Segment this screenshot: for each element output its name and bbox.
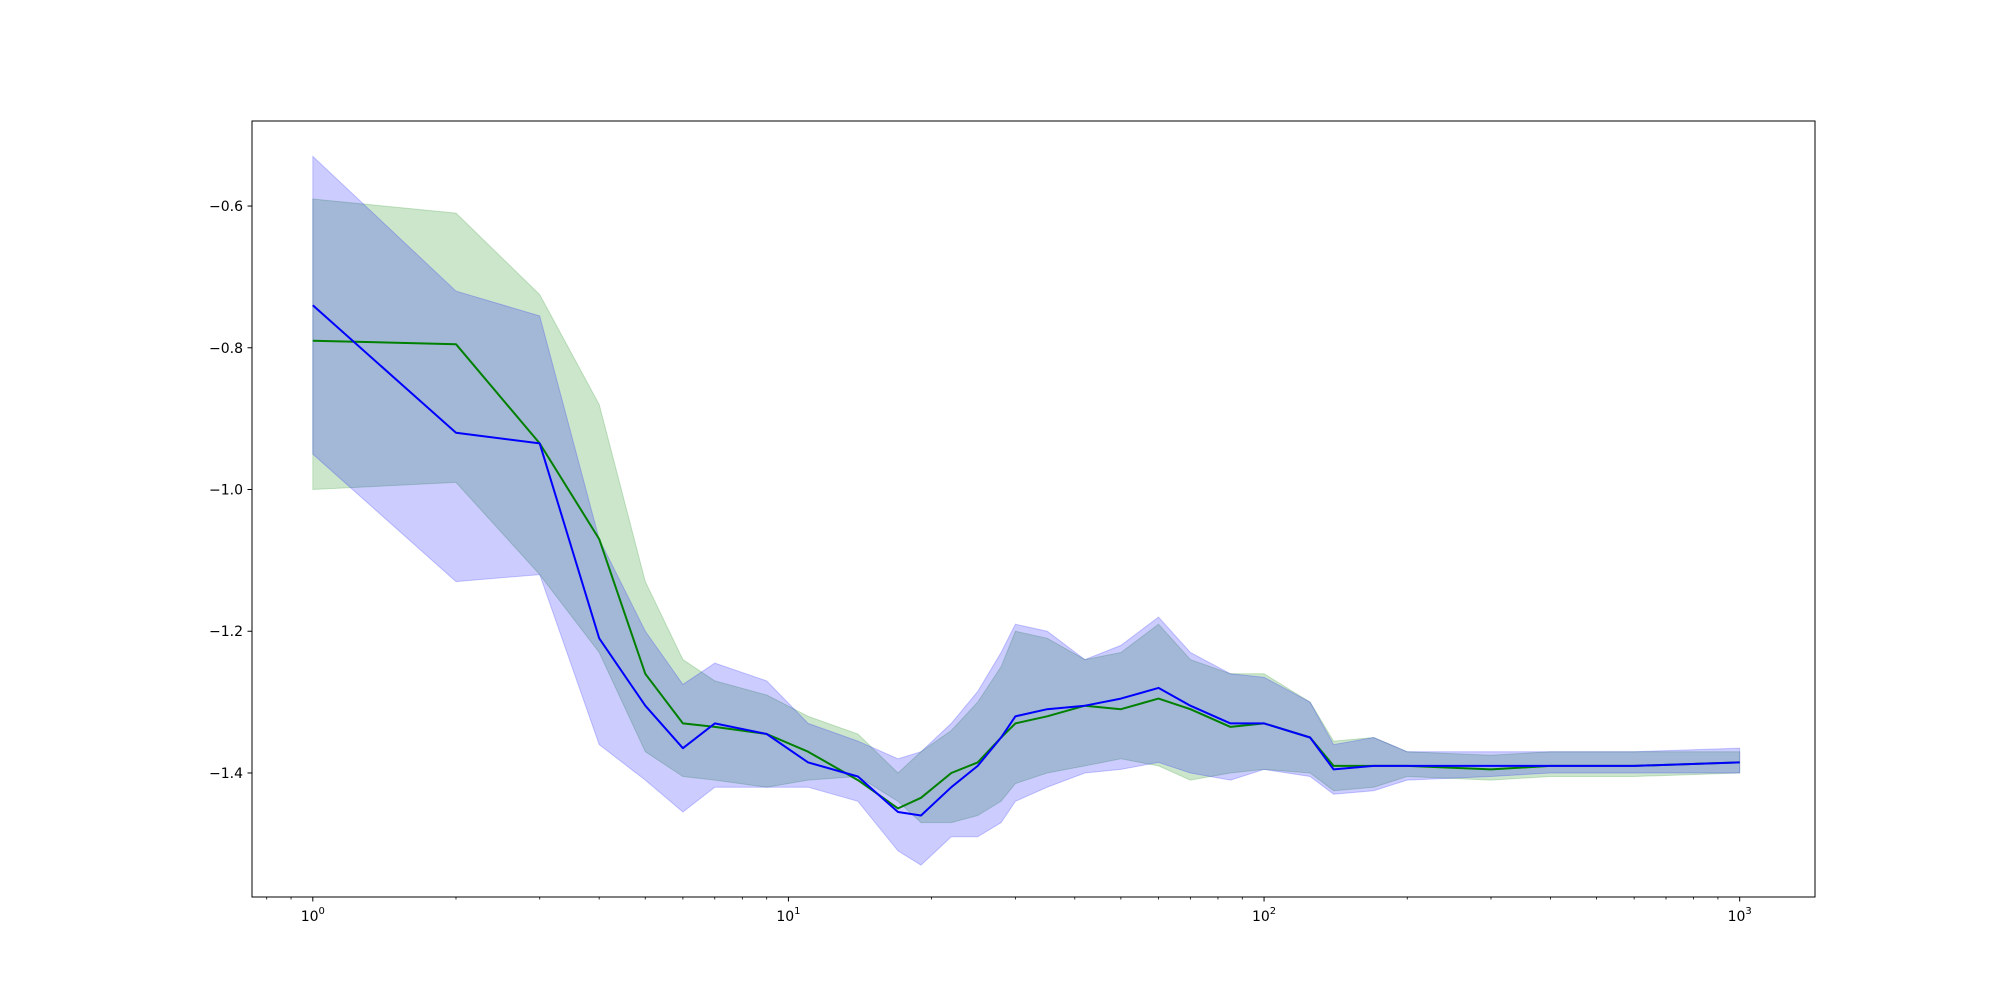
- x-tick-label: 102: [1252, 906, 1276, 925]
- x-tick-label: 100: [301, 906, 325, 925]
- confidence-bands: [312, 155, 1741, 866]
- y-tick-label: −1.4: [209, 766, 243, 782]
- x-tick-label: 103: [1728, 906, 1752, 925]
- y-tick-label: −1.2: [209, 624, 243, 640]
- x-axis: 100 101 102 103: [266, 897, 1752, 925]
- plot-area-background: [252, 121, 1815, 897]
- y-tick-label: −0.8: [209, 341, 243, 357]
- series-2-line: [312, 304, 1740, 817]
- series-lines: [312, 304, 1740, 817]
- series-1-band: [312, 198, 1741, 824]
- plot-frame: [251, 120, 1816, 898]
- y-tick-label: −1.0: [209, 483, 243, 499]
- x-tick-label: 101: [776, 906, 800, 925]
- y-axis: −0.6 −0.8 −1.0 −1.2 −1.4: [209, 199, 252, 782]
- series-2-band: [312, 155, 1741, 866]
- y-tick-label: −0.6: [209, 199, 243, 215]
